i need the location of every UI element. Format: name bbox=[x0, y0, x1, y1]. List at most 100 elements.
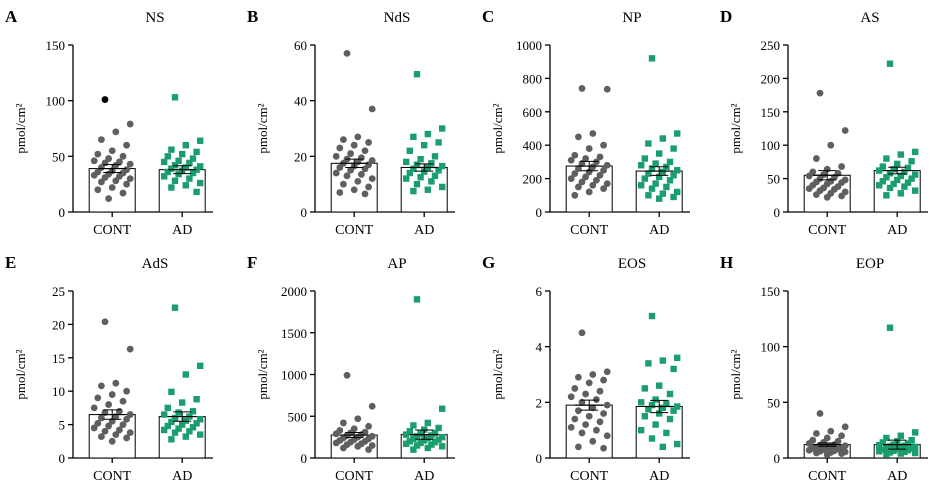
data-point-ad bbox=[171, 177, 179, 185]
data-point-cont bbox=[571, 415, 579, 423]
y-tick-label: 0 bbox=[301, 451, 308, 466]
panel-letter: F bbox=[247, 253, 257, 272]
data-point-ad bbox=[171, 162, 179, 169]
data-point-ad bbox=[890, 180, 897, 188]
data-point-ad bbox=[186, 175, 193, 182]
data-point-cont bbox=[90, 424, 98, 432]
data-point-cont bbox=[805, 185, 813, 193]
data-point-ad bbox=[886, 60, 894, 67]
panel-f: F AP pmol/cm² 0 500 1000 1500 2000 CONT AD bbox=[247, 253, 455, 484]
data-point-ad bbox=[645, 406, 652, 413]
data-point-cont bbox=[105, 422, 112, 430]
data-point-cont bbox=[368, 402, 376, 410]
panel-letter: A bbox=[5, 7, 18, 26]
data-point-cont bbox=[567, 423, 575, 431]
data-point-ad bbox=[904, 164, 912, 172]
y-axis-label: pmol/cm² bbox=[255, 349, 270, 399]
y-axis-label: pmol/cm² bbox=[255, 103, 270, 153]
data-point-cont bbox=[94, 419, 102, 427]
data-point-cont bbox=[332, 439, 340, 447]
data-point-ad bbox=[197, 416, 204, 423]
error-bar-cont bbox=[575, 399, 604, 411]
y-tick-label: 1500 bbox=[281, 326, 307, 341]
data-point-cont bbox=[126, 345, 134, 353]
data-point-cont bbox=[332, 152, 340, 160]
data-point-ad bbox=[656, 382, 663, 389]
data-point-cont bbox=[589, 181, 597, 189]
data-point-ad bbox=[189, 424, 197, 431]
data-point-ad bbox=[161, 158, 168, 166]
y-tick-label: 150 bbox=[761, 284, 781, 299]
data-point-cont bbox=[112, 379, 120, 387]
data-point-cont bbox=[123, 387, 130, 395]
error-bar-ad bbox=[645, 399, 674, 414]
data-point-ad bbox=[890, 447, 897, 454]
data-point-cont bbox=[108, 437, 116, 445]
data-point-cont bbox=[354, 442, 362, 450]
data-point-cont bbox=[838, 432, 845, 440]
error-bar-ad bbox=[883, 439, 912, 450]
data-point-ad bbox=[413, 71, 421, 78]
error-bar-cont bbox=[813, 442, 842, 447]
y-tick-label: 100 bbox=[46, 94, 66, 109]
data-point-cont bbox=[105, 401, 112, 408]
y-tick-label: 400 bbox=[523, 138, 543, 153]
data-point-ad bbox=[403, 175, 410, 182]
data-point-ad bbox=[886, 170, 894, 177]
data-point-cont bbox=[575, 183, 582, 191]
error-bar-cont bbox=[340, 158, 369, 168]
data-point-ad bbox=[876, 182, 883, 189]
data-point-ad bbox=[656, 150, 663, 157]
data-point-ad bbox=[897, 190, 904, 197]
data-point-ad bbox=[410, 133, 417, 141]
y-tick-label: 500 bbox=[288, 409, 308, 424]
data-point-ad bbox=[431, 438, 439, 446]
data-point-cont bbox=[94, 150, 102, 158]
data-point-cont bbox=[578, 329, 586, 337]
data-point-ad bbox=[652, 421, 659, 428]
data-point-ad bbox=[912, 148, 919, 156]
data-point-cont bbox=[361, 147, 369, 155]
data-point-ad bbox=[193, 420, 200, 427]
panel-g: G EOS pmol/cm² 0 2 4 6 CONT AD bbox=[482, 253, 690, 484]
data-point-ad bbox=[424, 186, 431, 193]
data-point-cont bbox=[589, 371, 597, 378]
error-bar-cont bbox=[98, 409, 127, 420]
x-tick-label-ad: AD bbox=[414, 469, 434, 484]
y-tick-label: 0 bbox=[774, 205, 781, 220]
data-point-cont bbox=[600, 185, 607, 193]
data-point-ad bbox=[876, 441, 883, 449]
data-point-cont bbox=[119, 397, 127, 405]
data-point-ad bbox=[656, 410, 663, 417]
data-point-ad bbox=[648, 312, 656, 320]
y-tick-label: 15 bbox=[52, 351, 65, 366]
data-point-ad bbox=[439, 162, 446, 170]
y-tick-label: 6 bbox=[536, 284, 543, 299]
panel-e: E AdS pmol/cm² 0 5 10 15 20 25 CONT AD bbox=[5, 253, 213, 484]
data-point-cont bbox=[582, 390, 589, 398]
data-point-ad bbox=[175, 170, 182, 178]
error-bar-ad bbox=[410, 429, 439, 440]
y-tick-label: 0 bbox=[536, 451, 543, 466]
y-tick-label: 60 bbox=[294, 38, 307, 53]
data-point-ad bbox=[175, 409, 182, 416]
data-point-cont bbox=[600, 410, 607, 417]
data-point-cont bbox=[838, 163, 845, 170]
data-point-cont bbox=[332, 430, 340, 438]
data-point-ad bbox=[193, 148, 200, 156]
data-point-cont bbox=[336, 189, 344, 196]
data-point-ad bbox=[410, 435, 417, 442]
data-point-cont bbox=[336, 164, 344, 171]
data-point-ad bbox=[912, 187, 919, 194]
data-point-ad bbox=[656, 195, 663, 202]
data-point-ad bbox=[435, 424, 442, 432]
data-point-ad bbox=[912, 429, 919, 436]
x-tick-label-ad: AD bbox=[414, 223, 434, 238]
y-tick-label: 150 bbox=[761, 105, 781, 120]
data-point-ad bbox=[189, 408, 197, 415]
data-point-cont bbox=[354, 415, 362, 423]
data-point-cont bbox=[94, 186, 102, 194]
data-point-cont bbox=[600, 166, 607, 174]
data-point-cont bbox=[575, 443, 582, 451]
